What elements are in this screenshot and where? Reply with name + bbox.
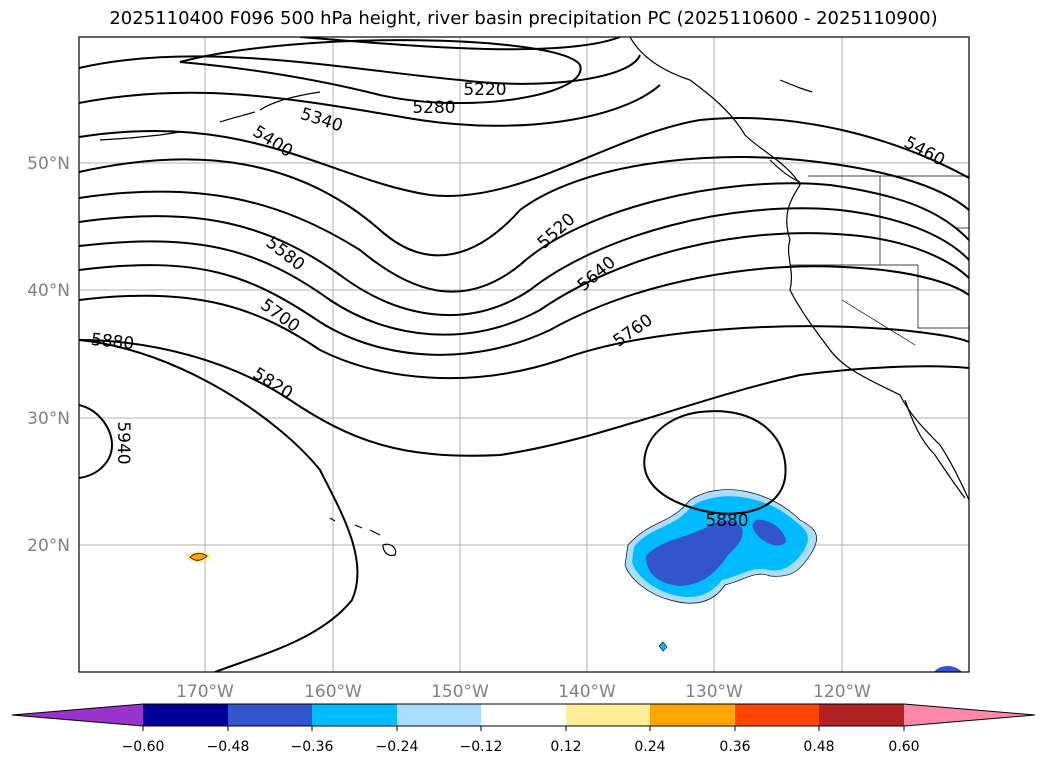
colorbar-segment [228,704,312,726]
contour-label-5220: 5220 [463,80,506,100]
colorbar-tick-marks [142,726,905,731]
lat-label-40n: 40°N [27,281,70,301]
colorbar-tick-label: 0.36 [719,739,750,755]
colorbar-extend-min [12,704,143,726]
lon-label-140w: 140°W [558,682,616,702]
political-borders [790,175,969,346]
colorbar-extend-max [904,704,1035,726]
height-contours [79,37,969,672]
precipitation-shading [186,489,962,672]
lat-label-30n: 30°N [27,409,70,429]
colorbar: −0.60 −0.48 −0.36 −0.24 −0.12 0.12 0.24 … [11,703,1036,755]
chart-title: 2025110400 F096 500 hPa height, river ba… [109,8,938,29]
colorbar-tick-label: −0.48 [207,739,250,755]
contour-label-5280: 5280 [412,98,455,118]
map-frame [78,36,970,673]
lon-label-170w: 170°W [176,682,234,702]
colorbar-segment [735,704,819,726]
lat-label-50n: 50°N [27,154,70,174]
colorbar-tick-label: −0.60 [122,739,165,755]
colorbar-segment [397,704,481,726]
colorbar-tick-label: −0.12 [460,739,503,755]
colorbar-tick-label: −0.24 [376,739,419,755]
colorbar-segment [819,704,904,726]
contour-label-5880-east: 5880 [705,511,748,531]
lon-label-120w: 120°W [813,682,871,702]
colorbar-tick-label: 0.48 [803,739,834,755]
lat-label-20n: 20°N [27,536,70,556]
contour-label-5940: 5940 [113,421,133,464]
latitude-labels: 50°N 40°N 30°N 20°N [27,154,70,556]
longitude-labels: 170°W 160°W 150°W 140°W 130°W 120°W [176,682,871,702]
colorbar-tick-label: 0.12 [550,739,581,755]
colorbar-segment [481,704,566,726]
colorbar-tick-label: 0.60 [888,739,919,755]
colorbar-segment [566,704,650,726]
colorbar-tick-label: −0.36 [291,739,334,755]
colorbar-segment [312,704,397,726]
colorbar-tick-label: 0.24 [634,739,665,755]
colorbar-segment [650,704,735,726]
colorbar-segment [143,704,228,726]
lon-label-150w: 150°W [431,682,489,702]
lon-label-160w: 160°W [304,682,362,702]
contour-label-5880-west: 5880 [90,330,135,354]
map-background [79,37,969,672]
lon-label-130w: 130°W [685,682,743,702]
